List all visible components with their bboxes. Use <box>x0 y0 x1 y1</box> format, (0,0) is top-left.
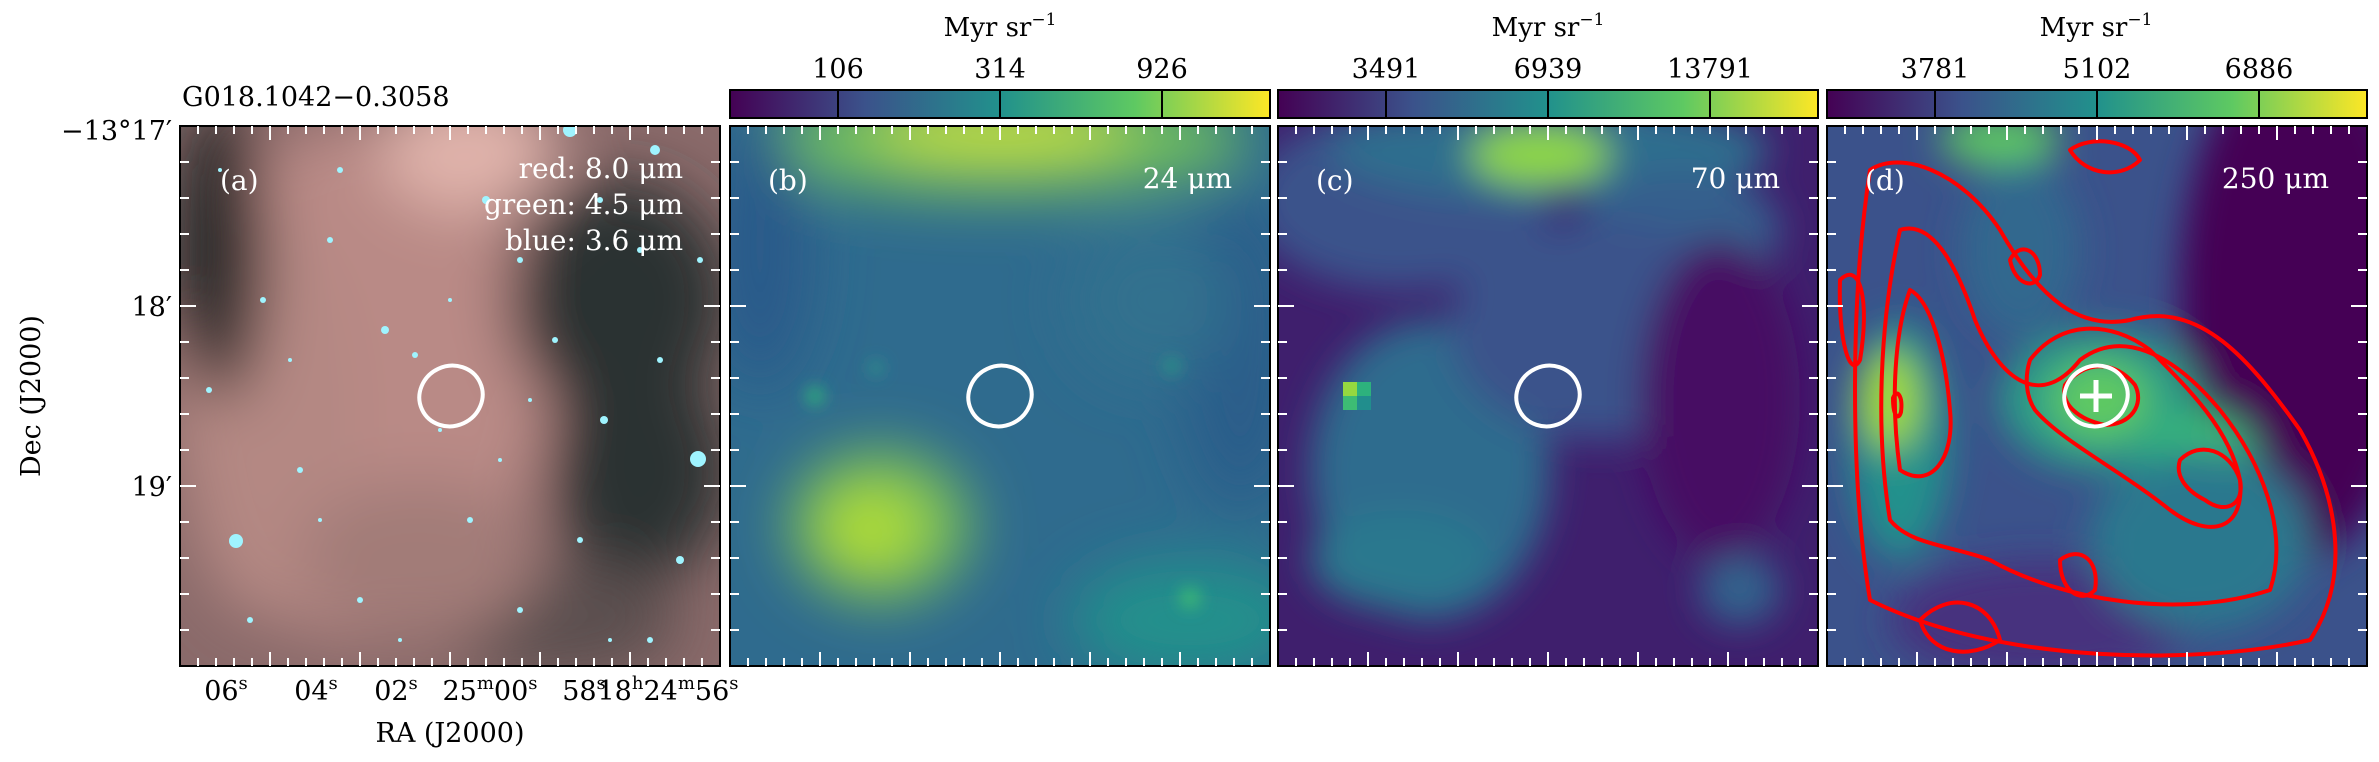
panel-d-source-ellipse <box>2062 363 2130 429</box>
panel-a-line-red: red: 8.0 μm <box>519 152 683 185</box>
colorbar-c-tick: 13791 <box>1667 54 1753 85</box>
panel-b-source-ellipse <box>966 363 1034 429</box>
dec-tick-label: 19′ <box>132 472 173 503</box>
panel-c-letter: (c) <box>1316 164 1354 197</box>
colorbar-b-tick: 314 <box>974 54 1026 85</box>
ra-tick-label: 02s <box>374 673 418 707</box>
colorbar-c-tick: 3491 <box>1352 54 1421 85</box>
panel-d-wavelength: 250 μm <box>2222 162 2329 195</box>
panel-c-source-ellipse <box>1514 363 1582 429</box>
colorbar-b-tick: 926 <box>1136 54 1188 85</box>
ra-tick-label: 58s <box>562 673 606 707</box>
panel-c-wavelength: 70 μm <box>1691 162 1780 195</box>
panel-d-peak-marker <box>2080 380 2112 412</box>
dec-tick-label: −13°17′ <box>61 116 172 147</box>
colorbar-d-tick: 3781 <box>1901 54 1970 85</box>
colorbar-b <box>729 89 1271 119</box>
panel-a-line-blue: blue: 3.6 μm <box>505 224 683 257</box>
panel-a-image <box>180 126 720 666</box>
ra-tick-label: 18h24m56s <box>598 673 739 707</box>
panel-d-image <box>1827 126 2367 666</box>
panel-b-image <box>730 126 1270 666</box>
colorbar-d-tick: 6886 <box>2225 54 2294 85</box>
panel-c-point-source <box>1343 382 1371 410</box>
y-axis-label: Dec (J2000) <box>16 315 47 477</box>
panel-a-source-ellipse <box>417 363 485 429</box>
colorbar-c-tick: 6939 <box>1514 54 1583 85</box>
panel-a-line-green: green: 4.5 μm <box>484 188 683 221</box>
panel-a-letter: (a) <box>220 164 259 197</box>
dec-tick-label: 18′ <box>132 292 173 323</box>
panel-d-letter: (d) <box>1865 164 1905 197</box>
colorbar-c-unit: Myr sr−1 <box>1492 10 1605 43</box>
colorbar-b-unit: Myr sr−1 <box>944 10 1057 43</box>
colorbar-d-unit: Myr sr−1 <box>2040 10 2153 43</box>
panel-b-letter: (b) <box>768 164 808 197</box>
tick-marks <box>180 126 2367 666</box>
x-axis-label: RA (J2000) <box>375 718 524 749</box>
colorbar-d-tick: 5102 <box>2063 54 2132 85</box>
ra-tick-label: 06s <box>204 673 248 707</box>
panel-b-wavelength: 24 μm <box>1143 162 1232 195</box>
ra-tick-label: 25m00s <box>442 673 537 707</box>
panel-c-image <box>1278 126 1818 666</box>
panel-a-stars <box>206 126 706 643</box>
colorbar-d <box>1826 89 2368 119</box>
colorbar-b-tick: 106 <box>812 54 864 85</box>
source-name: G018.1042−0.3058 <box>182 82 450 113</box>
ra-tick-label: 04s <box>294 673 338 707</box>
colorbar-c <box>1277 89 1819 119</box>
